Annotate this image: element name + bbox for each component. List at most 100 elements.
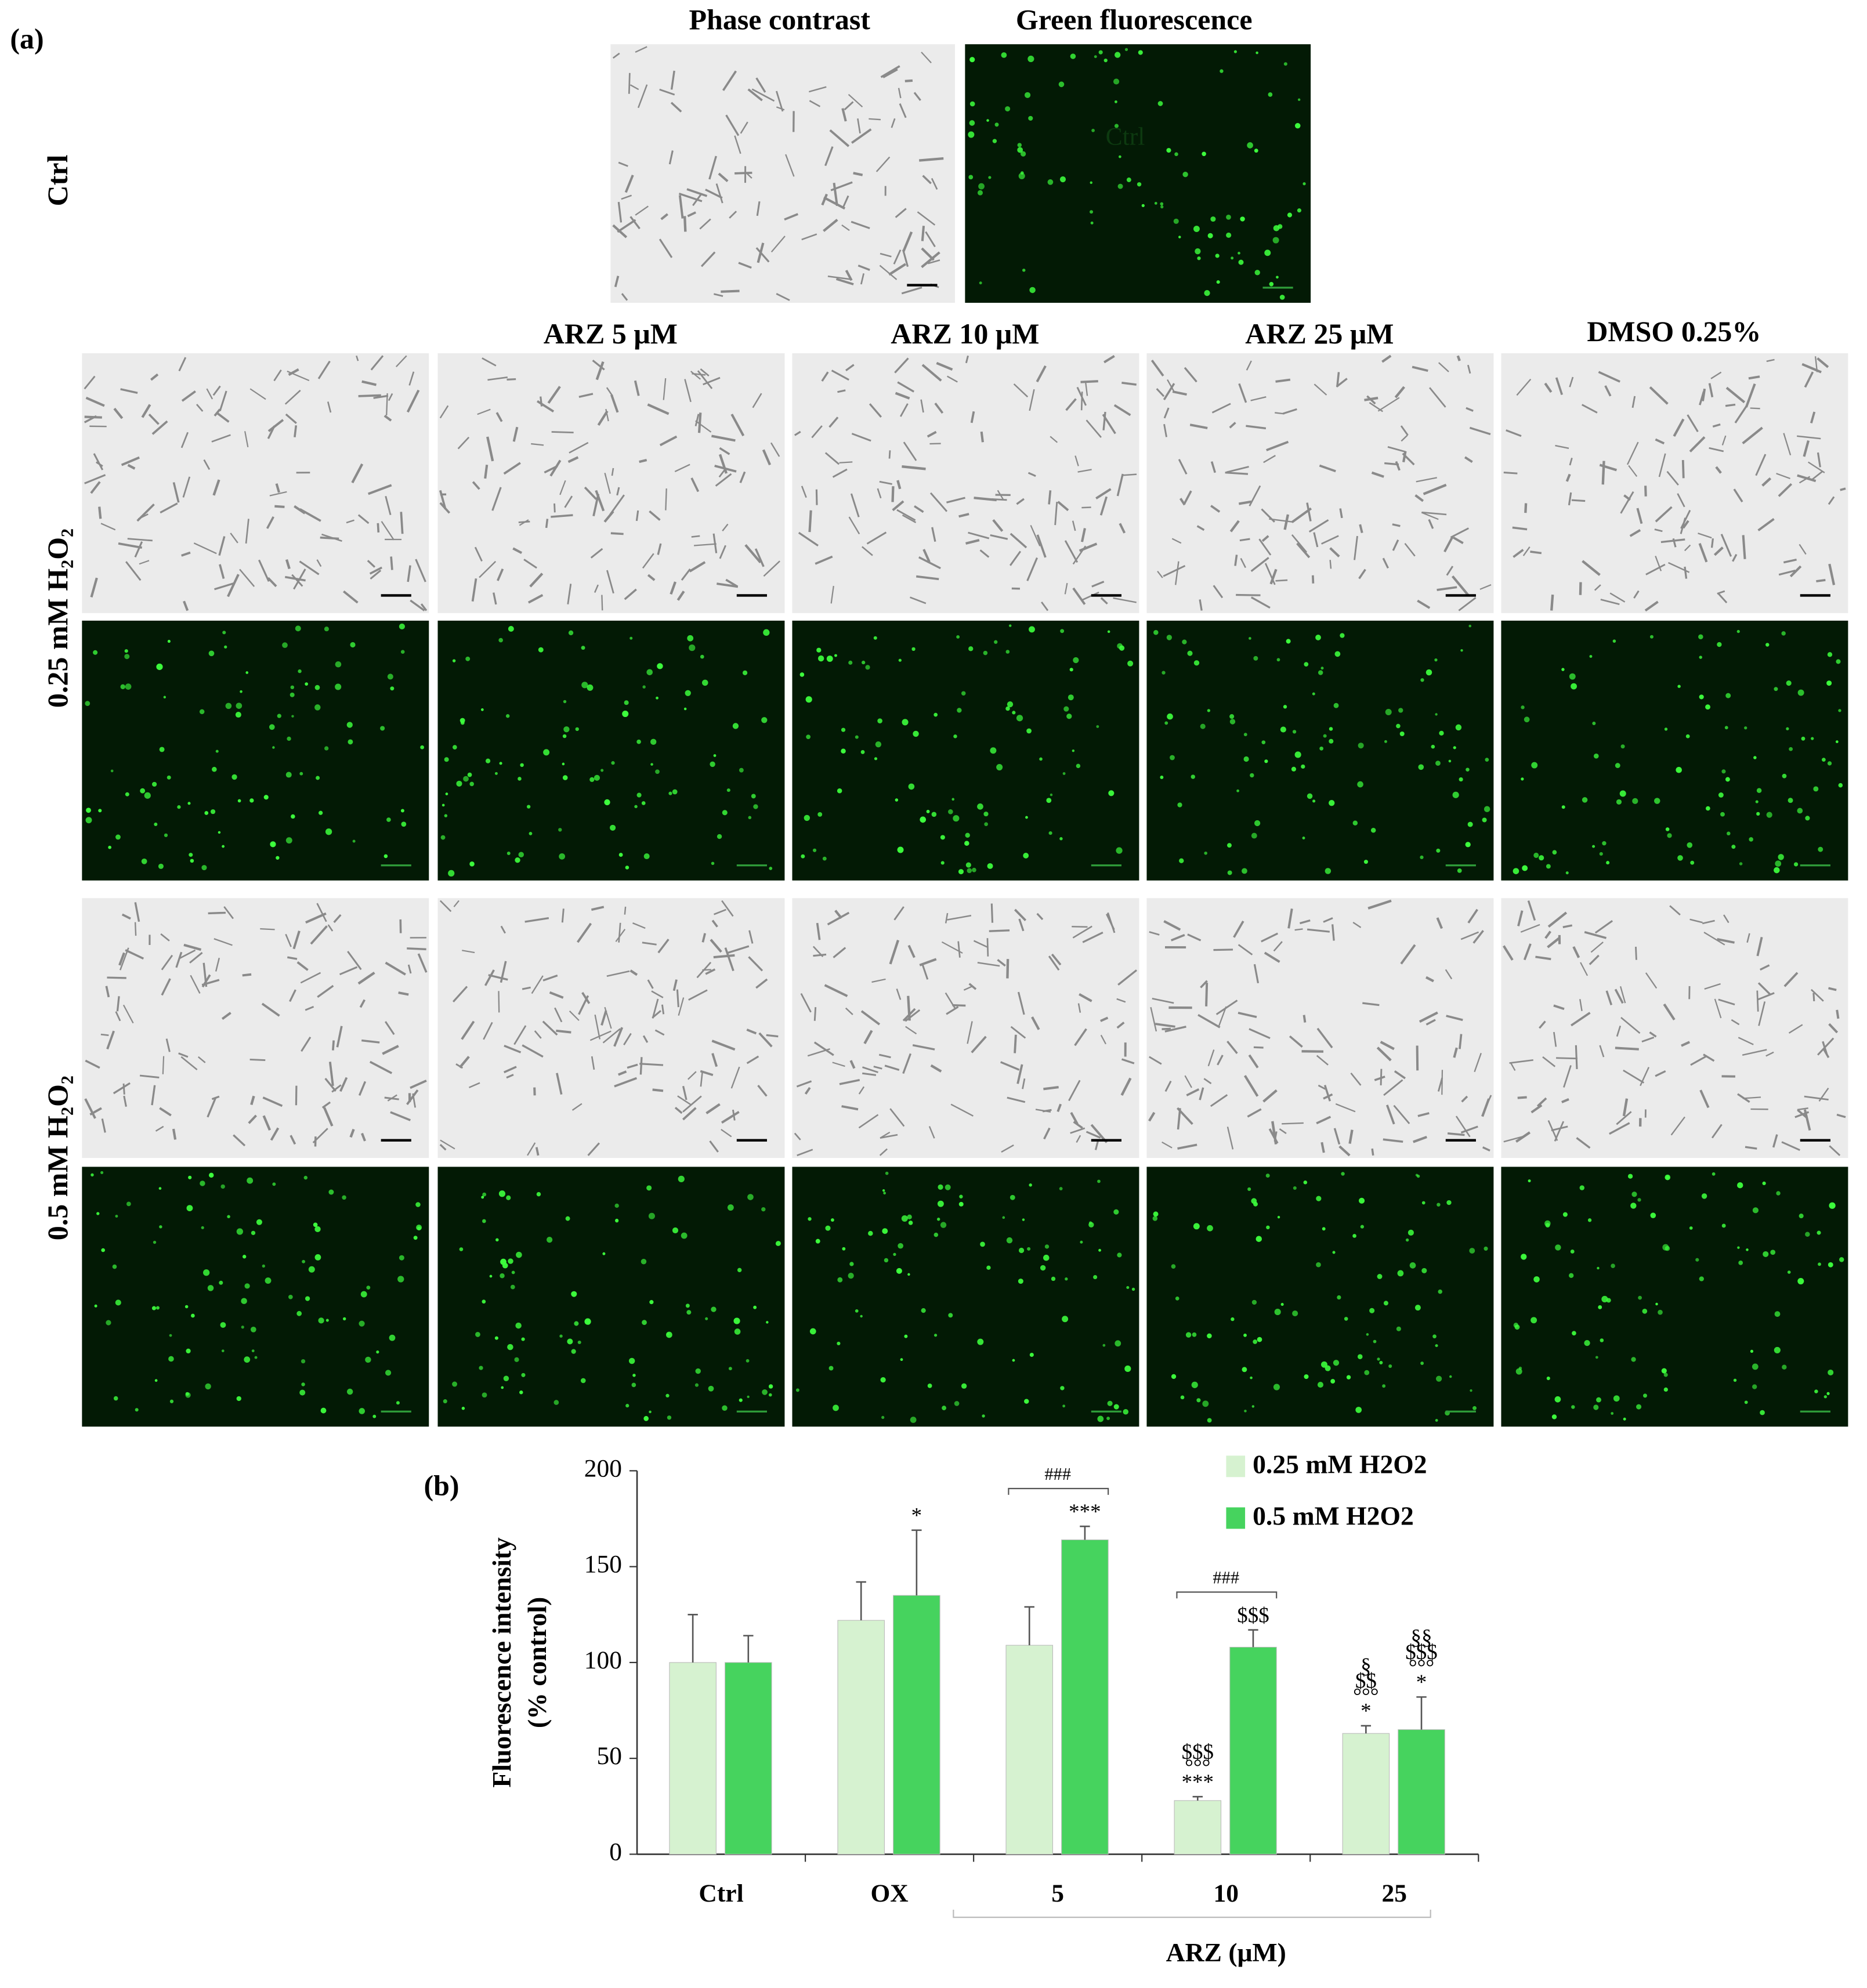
cell xyxy=(299,508,321,522)
cell xyxy=(804,1087,811,1095)
cell xyxy=(499,762,502,765)
cell xyxy=(1189,423,1208,429)
cell xyxy=(857,265,870,271)
cell xyxy=(1569,1273,1574,1278)
cell xyxy=(1279,1128,1287,1134)
cell xyxy=(1561,805,1565,809)
cell xyxy=(461,1020,475,1040)
cell xyxy=(1255,1236,1262,1242)
cell xyxy=(776,90,784,112)
cell xyxy=(710,939,722,953)
cell xyxy=(1571,683,1577,690)
cell xyxy=(386,817,391,822)
cell xyxy=(1640,1067,1650,1087)
cell xyxy=(687,211,697,218)
cell xyxy=(399,1255,404,1261)
cell xyxy=(610,394,619,413)
cell xyxy=(1117,183,1123,189)
cell xyxy=(817,812,823,817)
cell xyxy=(893,906,904,921)
cell xyxy=(482,1392,487,1398)
cell xyxy=(1742,1049,1767,1056)
cell xyxy=(1778,569,1796,576)
cell xyxy=(837,1277,843,1283)
cell xyxy=(1107,1400,1113,1406)
cell xyxy=(544,465,558,474)
cell xyxy=(98,506,102,519)
cell xyxy=(625,1404,629,1408)
cell xyxy=(1645,563,1666,575)
cell xyxy=(262,1096,283,1107)
cell xyxy=(1399,731,1405,737)
cell xyxy=(1333,703,1339,708)
cell xyxy=(848,1272,854,1279)
cell xyxy=(1515,1368,1522,1375)
image-bg xyxy=(1501,1167,1848,1427)
cell xyxy=(1193,1223,1200,1230)
cell xyxy=(154,822,158,826)
cell xyxy=(522,1044,544,1058)
image-bg xyxy=(82,1167,429,1427)
cell xyxy=(1383,1301,1388,1306)
cell xyxy=(1436,1375,1442,1382)
cell xyxy=(934,402,944,414)
cell xyxy=(1005,650,1010,654)
cell xyxy=(987,863,993,869)
cell xyxy=(841,224,850,231)
cell xyxy=(1182,171,1188,178)
cell xyxy=(757,242,765,263)
cell xyxy=(1746,1248,1749,1251)
cell xyxy=(947,915,972,921)
cell xyxy=(968,175,974,180)
cell xyxy=(503,1066,517,1074)
cell xyxy=(1762,1181,1766,1185)
cell xyxy=(1469,1248,1475,1254)
cell xyxy=(1163,423,1167,437)
cell xyxy=(159,1107,172,1117)
cell xyxy=(1352,820,1358,826)
cell xyxy=(618,161,628,167)
cell xyxy=(1630,1203,1637,1209)
cell xyxy=(1745,383,1756,408)
cell xyxy=(453,986,468,1002)
cell xyxy=(156,663,163,671)
cell xyxy=(1062,1404,1066,1408)
cell xyxy=(1012,1359,1015,1362)
cell xyxy=(520,763,524,767)
cell xyxy=(616,487,620,496)
cell xyxy=(714,908,726,915)
cell xyxy=(1072,520,1076,531)
cell xyxy=(1774,867,1780,874)
cell xyxy=(606,570,614,594)
cell xyxy=(595,361,605,381)
cell xyxy=(559,853,566,860)
cell xyxy=(498,638,504,643)
cell xyxy=(1162,671,1166,675)
cell xyxy=(1357,1354,1363,1359)
cell xyxy=(358,1081,367,1096)
cell xyxy=(547,386,561,404)
cell xyxy=(1215,254,1220,258)
cell xyxy=(1755,454,1767,476)
cell xyxy=(1658,1309,1663,1315)
cell xyxy=(1460,931,1479,940)
cell xyxy=(1666,470,1679,486)
cell xyxy=(254,1356,258,1359)
cell xyxy=(611,761,615,765)
cell xyxy=(860,273,865,285)
cell xyxy=(672,1227,679,1234)
cell xyxy=(1797,1107,1808,1111)
cell xyxy=(1763,1251,1769,1258)
cell xyxy=(1742,535,1746,559)
cell xyxy=(1822,758,1826,762)
cell xyxy=(1727,831,1731,836)
cell xyxy=(794,430,801,436)
cell xyxy=(823,219,838,232)
column-header: ARZ 25 μM xyxy=(1245,317,1394,350)
cell xyxy=(1713,546,1724,556)
cell xyxy=(1650,1212,1656,1218)
cell xyxy=(842,1247,846,1251)
cell xyxy=(1316,1116,1331,1125)
cell xyxy=(190,859,194,863)
cell xyxy=(733,1317,740,1324)
